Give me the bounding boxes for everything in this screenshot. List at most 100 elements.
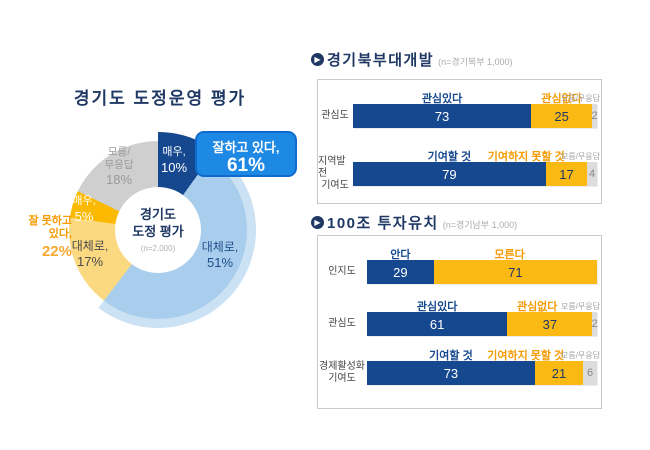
arrow-bullet-icon: ▶ [311, 53, 324, 66]
bar-header: 기여할 것 기여하지 못할 것 모름/무응답 [367, 346, 600, 362]
stacked-bar: 73 25 2 [353, 104, 598, 128]
row-category-line1: 관심도 [321, 110, 349, 121]
negative-header-label: 관심없다 [541, 93, 582, 105]
bar-value-negative: 17 [559, 166, 574, 182]
bar-value-positive: 29 [393, 264, 408, 280]
bar-row-interest-north: 관심도 관심있다 관심없다 모름/무응답 73 25 2 [318, 89, 601, 128]
dontknow-header-label: 모름/무응답 [560, 94, 600, 103]
donut-label-very-bad-text: 매우, [72, 195, 96, 207]
positive-header-label: 관심있다 [416, 301, 458, 313]
bar-zone: 기여할 것 기여하지 못할 것 모름/무응답 79 17 4 [353, 147, 600, 186]
section1-header: ▶ 경기북부대개발 (n=경기북부 1,000) [311, 49, 513, 70]
bar-segment-dontknow: 2 [591, 312, 598, 336]
bar-segment-positive: 73 [353, 104, 532, 128]
donut-label-somewhat-good: 대체로, 51% [188, 240, 252, 271]
stacked-bar: 29 71 [367, 260, 597, 284]
bar-zone: 기여할 것 기여하지 못할 것 모름/무응답 73 21 6 [367, 346, 600, 385]
positive-header-label: 기여할 것 [429, 350, 473, 362]
donut-center-line2: 도정 평가 [132, 224, 184, 239]
stacked-bar: 61 37 2 [367, 312, 598, 336]
section2-sample-note: (n=경기남부 1,000) [442, 219, 518, 230]
row-category-line1: 관심도 [328, 318, 356, 329]
bar-value-dontknow: 6 [587, 367, 594, 379]
bar-segment-dontknow: 2 [591, 104, 598, 128]
negative-header-label: 모른다 [494, 249, 525, 261]
positive-header-label: 안다 [390, 249, 411, 261]
negative-header-label: 기여하지 못할 것 [487, 151, 565, 163]
bar-segment-negative: 37 [507, 312, 593, 336]
bar-segment-negative: 71 [433, 260, 597, 284]
donut-label-dont-know-line1: 모름/ [107, 146, 131, 158]
bar-segment-negative: 25 [531, 104, 593, 128]
donut-label-very-good-text: 매우, [162, 146, 186, 158]
row-category: 경제활성화 기여도 [318, 361, 366, 385]
bar-value-dontknow: 2 [591, 318, 598, 330]
row-category: 관심도 [318, 312, 366, 336]
row-category: 관심도 [318, 104, 352, 128]
row-category: 인지도 [318, 260, 366, 284]
bar-segment-positive: 29 [367, 260, 434, 284]
row-category-line1: 인지도 [328, 266, 356, 277]
donut-label-somewhat-good-text: 대체로, [201, 240, 239, 254]
negative-summary-line2: 있다, [48, 228, 72, 241]
bar-value-positive: 79 [442, 166, 457, 182]
bar-value-negative: 37 [542, 316, 558, 332]
positive-callout-text: 잘하고 있다, [212, 140, 280, 155]
donut-chart-title: 경기도 도정운영 평가 [73, 89, 247, 108]
donut-label-very-bad-value: 5% [74, 208, 94, 224]
negative-header-label: 기여하지 못할 것 [487, 350, 565, 362]
donut-label-dont-know: 모름/ 무응답 18% [93, 146, 145, 189]
bar-segment-positive: 79 [353, 162, 546, 186]
positive-callout-badge: 잘하고 있다, 61% [195, 131, 297, 177]
positive-header-label: 관심있다 [421, 93, 463, 105]
donut-sample-note: (n=2,000) [140, 243, 176, 253]
bar-row-contribution-region: 지역발전 기여도 기여할 것 기여하지 못할 것 모름/무응답 79 17 4 [318, 147, 601, 191]
row-category-line2: 기여도 [321, 180, 349, 191]
bar-value-negative: 21 [551, 365, 567, 381]
section2-header: ▶ 100조 투자유치 (n=경기남부 1,000) [311, 212, 517, 233]
donut-label-somewhat-bad-text: 대체로, [71, 239, 109, 253]
bar-segment-negative: 21 [534, 361, 584, 385]
donut-label-very-bad: 매우, 5% [58, 195, 110, 225]
bar-value-dontknow: 4 [589, 168, 596, 180]
section1-sample-note: (n=경기북부 1,000) [438, 56, 513, 67]
section2-panel: 인지도 안다 모른다 29 71 관심도 관심있다 관심없다 모 [317, 235, 602, 409]
dontknow-header-label: 모름/무응답 [560, 152, 600, 161]
bar-segment-negative: 17 [545, 162, 588, 186]
arrow-bullet-icon: ▶ [311, 216, 324, 229]
row-category-line1: 지역발전 [318, 156, 346, 179]
donut-label-dont-know-line2: 무응답 [104, 159, 134, 172]
donut-label-somewhat-good-value: 51% [206, 255, 234, 270]
negative-header-label: 관심없다 [516, 301, 558, 313]
section2-title: 100조 투자유치 [327, 215, 439, 232]
bar-value-positive: 73 [434, 108, 450, 124]
donut-label-somewhat-bad-value: 17% [76, 254, 104, 269]
bar-value-negative: 25 [554, 108, 569, 124]
dontknow-header-label: 모름/무응답 [560, 302, 600, 311]
bar-segment-positive: 61 [367, 312, 508, 336]
bar-segment-dontknow: 4 [587, 162, 597, 186]
bar-zone: 관심있다 관심없다 모름/무응답 61 37 2 [367, 297, 600, 336]
negative-summary-line1: 잘 못하고 [28, 215, 72, 227]
stacked-bar: 79 17 4 [353, 162, 597, 186]
donut-center: 경기도 도정 평가 (n=2,000) [115, 187, 201, 273]
donut-label-very-good: 매우, 10% [149, 146, 199, 176]
section1-panel: 관심도 관심있다 관심없다 모름/무응답 73 25 2 지역발전 기여도 기여… [317, 79, 602, 204]
bar-header: 관심있다 관심없다 모름/무응답 [367, 297, 600, 313]
stacked-bar: 73 21 6 [367, 361, 597, 385]
bar-zone: 안다 모른다 29 71 [367, 245, 597, 284]
row-category-line1: 경제활성화 [319, 361, 365, 372]
dontknow-header-label: 모름/무응답 [560, 351, 600, 360]
bar-segment-positive: 73 [367, 361, 535, 385]
bar-header: 기여할 것 기여하지 못할 것 모름/무응답 [353, 147, 600, 163]
donut-center-line1: 경기도 [140, 207, 176, 223]
positive-callout-value: 61% [226, 155, 266, 176]
bar-value-positive: 61 [429, 316, 445, 332]
donut-label-very-good-value: 10% [160, 159, 188, 175]
positive-header-label: 기여할 것 [427, 151, 472, 163]
section1-title: 경기북부대개발 [327, 52, 435, 69]
bar-value-dontknow: 2 [591, 110, 598, 122]
bar-row-interest-south: 관심도 관심있다 관심없다 모름/무응답 61 37 2 [318, 297, 601, 336]
row-category: 지역발전 기여도 [318, 156, 352, 191]
